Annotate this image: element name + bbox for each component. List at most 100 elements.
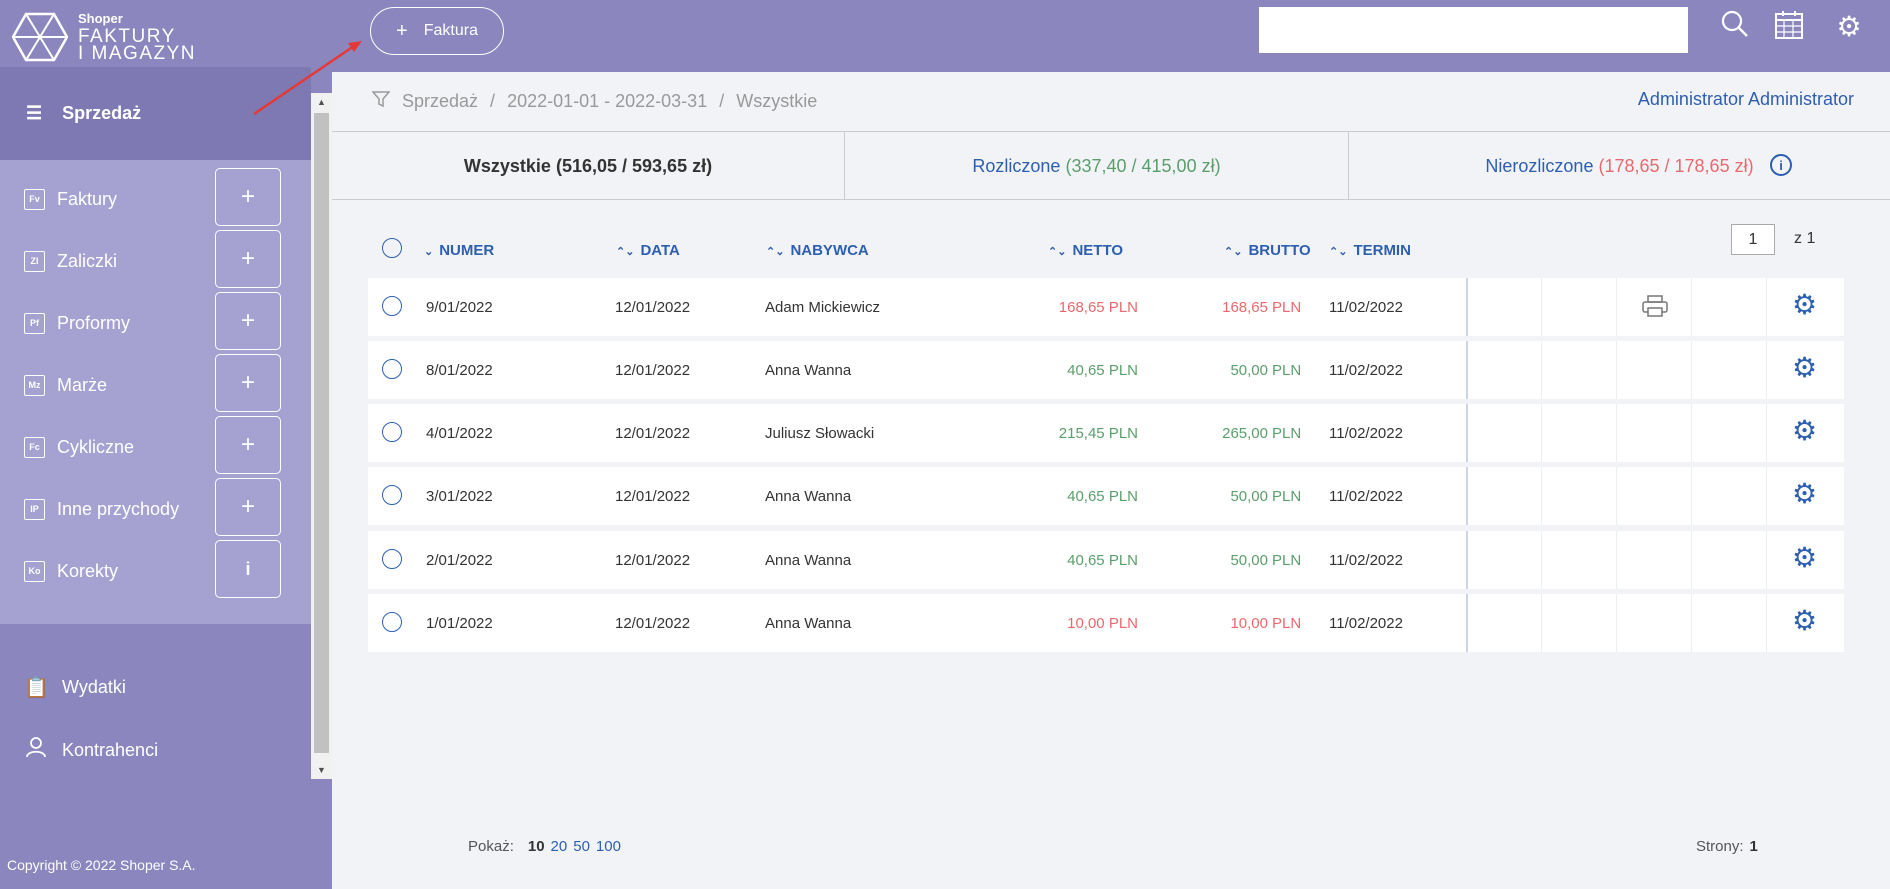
scroll-thumb[interactable] [314,113,329,753]
search-icon[interactable] [1715,10,1755,45]
sidebar-item-wydatki[interactable]: 📋 Wydatki [24,675,126,700]
column-nabywca[interactable]: ⌃⌄ NABYWCA [766,242,869,259]
cell-netto: 40,65 PLN [1067,551,1138,569]
column-divider [1691,531,1692,589]
new-invoice-button[interactable]: + Faktura [370,7,504,55]
row-select-radio[interactable] [382,422,402,442]
sidebar-item-label: Korekty [57,560,119,581]
breadcrumb-item[interactable]: Sprzedaż [402,90,479,111]
page-size-option[interactable]: 50 [573,838,590,855]
sidebar-item-marze[interactable]: Mz Marże + [0,354,311,416]
logo-icon [12,12,68,62]
row-select-radio[interactable] [382,485,402,505]
table-header: ⌄ NUMER ⌃⌄ DATA ⌃⌄ NABYWCA ⌃⌄ NETTO ⌃⌄ BRUTTO… [368,236,1844,266]
gear-icon[interactable]: ⚙ [1836,11,1862,42]
column-divider [1541,341,1542,399]
cell-data: 12/01/2022 [615,487,691,505]
sidebar-item-inne-przychody[interactable]: IP Inne przychody + [0,478,311,540]
sidebar-item-kontrahenci[interactable]: Kontrahenci [24,736,158,764]
sidebar-item-sprzedaz[interactable]: ☰ Sprzedaż [0,67,311,160]
logo-name-line1: FAKTURY [78,26,176,47]
korekty-info-button[interactable]: i [215,540,281,598]
cell-brutto-currency: PLN [1272,551,1302,569]
column-termin[interactable]: ⌃⌄ TERMIN [1329,242,1411,259]
info-icon[interactable]: i [1770,154,1792,176]
column-divider [1466,341,1468,399]
column-netto[interactable]: ⌃⌄ NETTO [1048,242,1123,259]
row-settings-gear-icon[interactable]: ⚙ [1792,605,1818,636]
row-settings-gear-icon[interactable]: ⚙ [1792,289,1818,320]
tab-label: Wszystkie [463,155,551,176]
logo-name-line2: I MAGAZYN [78,43,197,64]
calendar-icon[interactable] [1769,10,1809,47]
add-marza-button[interactable]: + [215,354,281,412]
table-row[interactable]: 3/01/2022 12/01/2022 Anna Wanna 40,65 PLN 50… [368,467,1844,525]
row-settings-gear-icon[interactable]: ⚙ [1792,352,1818,383]
tab-nierozliczone[interactable]: Nierozliczone (178,65 / 178,65 zł) i [1349,132,1890,200]
row-settings-gear-icon[interactable]: ⚙ [1792,415,1818,446]
sidebar-scrollbar[interactable]: ▲ ▼ [311,93,332,779]
cell-numer[interactable]: 2/01/2022 [426,551,493,569]
sort-icon: ⌃⌄ [1329,246,1348,258]
add-zaliczka-button[interactable]: + [215,230,281,288]
cell-numer[interactable]: 4/01/2022 [426,424,493,442]
breadcrumb-item[interactable]: Wszystkie [736,90,818,111]
filter-icon[interactable] [371,90,391,113]
sort-desc-icon: ⌄ [424,246,434,258]
cell-netto: 215,45 PLN [1058,424,1138,442]
cell-brutto-currency: PLN [1272,487,1302,505]
tab-rozliczone[interactable]: Rozliczone (337,40 / 415,00 zł) [845,132,1349,200]
select-all-radio[interactable] [382,238,402,258]
table-row[interactable]: 9/01/2022 12/01/2022 Adam Mickiewicz 168,65… [368,278,1844,336]
tab-wszystkie[interactable]: Wszystkie (516,05 / 593,65 zł) [332,132,845,200]
sidebar-item-korekty[interactable]: Ko Korekty i [0,540,311,602]
topbar: + Faktura ⚙ [332,0,1890,72]
tab-label: Nierozliczone [1485,155,1594,176]
page-size-selector: Pokaż: 10 20 50 100 [468,838,621,855]
breadcrumb-item[interactable]: 2022-01-01 - 2022-03-31 [507,90,708,111]
table-row[interactable]: 2/01/2022 12/01/2022 Anna Wanna 40,65 PLN 50… [368,531,1844,589]
table-row[interactable]: 8/01/2022 12/01/2022 Anna Wanna 40,65 PLN 50… [368,341,1844,399]
row-select-radio[interactable] [382,359,402,379]
add-inny-przychod-button[interactable]: + [215,478,281,536]
column-numer[interactable]: ⌄ NUMER [424,242,495,259]
search-input[interactable] [1259,7,1688,53]
add-proforma-button[interactable]: + [215,292,281,350]
recurring-invoice-icon: Fc [24,436,45,458]
cell-numer[interactable]: 3/01/2022 [426,487,493,505]
user-name[interactable]: Administrator Administrator [1637,89,1854,109]
row-select-radio[interactable] [382,612,402,632]
scroll-down-icon[interactable]: ▼ [317,765,326,775]
row-settings-gear-icon[interactable]: ⚙ [1792,478,1818,509]
cell-numer[interactable]: 9/01/2022 [426,298,493,316]
table-row[interactable]: 1/01/2022 12/01/2022 Anna Wanna 10,00 PLN 10… [368,594,1844,652]
scroll-up-icon[interactable]: ▲ [317,97,326,107]
column-divider [1766,594,1767,652]
sidebar-item-faktury[interactable]: Fv Faktury + [0,168,311,230]
page-size-option-selected[interactable]: 10 [527,838,545,855]
row-select-radio[interactable] [382,296,402,316]
copyright: Copyright © 2022 Shoper S.A. [7,857,196,873]
app-logo[interactable]: Shoper FAKTURY I MAGAZYN [12,12,197,64]
add-cykliczna-button[interactable]: + [215,416,281,474]
table-row[interactable]: 4/01/2022 12/01/2022 Juliusz Słowacki 215,4… [368,404,1844,462]
sidebar-item-zaliczki[interactable]: Zl Zaliczki + [0,230,311,292]
column-brutto[interactable]: ⌃⌄ BRUTTO [1224,242,1311,259]
add-faktura-button[interactable]: + [215,168,281,226]
new-invoice-label: Faktura [423,22,478,39]
cell-nabywca: Anna Wanna [765,614,852,632]
page-size-option[interactable]: 100 [595,838,621,855]
cell-nabywca: Juliusz Słowacki [765,424,875,442]
row-select-radio[interactable] [382,549,402,569]
page-number-input[interactable] [1731,224,1775,255]
page-size-option[interactable]: 20 [550,838,568,855]
sort-icon: ⌃⌄ [1048,246,1067,258]
column-data[interactable]: ⌃⌄ DATA [616,242,680,259]
cell-numer[interactable]: 8/01/2022 [426,361,493,379]
printer-icon[interactable] [1642,295,1668,317]
pages-value[interactable]: 1 [1749,838,1758,855]
cell-numer[interactable]: 1/01/2022 [426,614,493,632]
sidebar-item-cykliczne[interactable]: Fc Cykliczne + [0,416,311,478]
sidebar-item-proformy[interactable]: Pf Proformy + [0,292,311,354]
row-settings-gear-icon[interactable]: ⚙ [1792,542,1818,573]
